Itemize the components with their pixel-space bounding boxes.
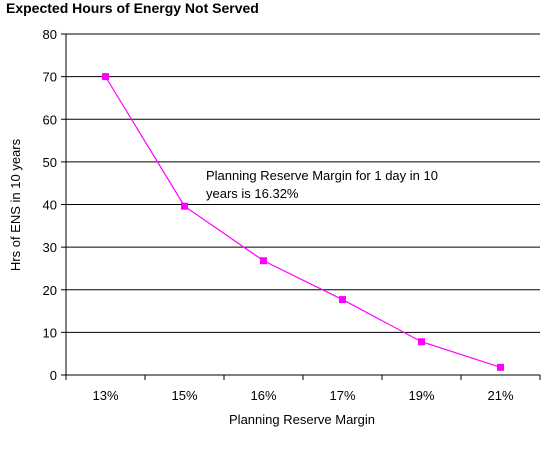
x-tick-label-21%: 21% bbox=[487, 388, 513, 403]
x-tick-label-15%: 15% bbox=[171, 388, 197, 403]
annotation-line-2: years is 16.32% bbox=[206, 186, 299, 201]
x-tick-label-13%: 13% bbox=[92, 388, 118, 403]
y-tick-label-50: 50 bbox=[43, 155, 57, 170]
y-tick-label-60: 60 bbox=[43, 112, 57, 127]
x-tick-label-17%: 17% bbox=[329, 388, 355, 403]
y-tick-label-20: 20 bbox=[43, 283, 57, 298]
gridlines bbox=[66, 33, 540, 333]
axes: 0 10 20 30 40 50 60 70 80 13% 15% 16% 17% 19% 21% bbox=[43, 27, 541, 403]
y-tick-label-30: 30 bbox=[43, 240, 57, 255]
data-point-15% bbox=[181, 202, 188, 210]
y-tick-label-0: 0 bbox=[50, 368, 57, 383]
annotation-line-1: Planning Reserve Margin for 1 day in 10 bbox=[206, 168, 438, 183]
data-point-19% bbox=[418, 338, 425, 346]
data-point-13% bbox=[102, 73, 109, 81]
y-axis-label: Hrs of ENS in 10 years bbox=[8, 138, 23, 271]
chart-title: Expected Hours of Energy Not Served bbox=[6, 0, 259, 16]
y-tick-label-80: 80 bbox=[43, 27, 57, 42]
data-point-16% bbox=[260, 257, 267, 265]
x-tick-label-19%: 19% bbox=[408, 388, 434, 403]
x-axis-label: Planning Reserve Margin bbox=[229, 412, 375, 427]
series-line bbox=[104, 76, 501, 368]
series-layer bbox=[102, 73, 504, 371]
y-tick-label-70: 70 bbox=[43, 70, 57, 85]
x-tick-label-16%: 16% bbox=[250, 388, 276, 403]
data-point-17% bbox=[339, 296, 346, 304]
y-tick-label-40: 40 bbox=[43, 198, 57, 213]
y-tick-label-10: 10 bbox=[43, 325, 57, 340]
data-point-21% bbox=[497, 363, 504, 371]
